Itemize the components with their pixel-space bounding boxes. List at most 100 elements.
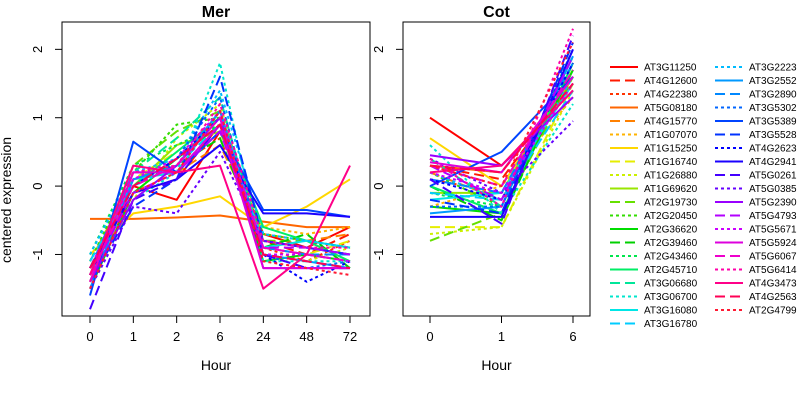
y-tick-label: 2 <box>371 46 386 53</box>
legend-label: AT4G2623 <box>749 144 797 155</box>
legend-item-at4g3473: AT4G3473 <box>715 279 797 290</box>
legend-label: AT3G06680 <box>644 279 698 290</box>
legend-label: AT3G5528 <box>749 130 797 141</box>
legend-item-at3g2552: AT3G2552 <box>715 76 797 87</box>
legend-item-at3g06680: AT3G06680 <box>610 279 698 290</box>
legend-item-at2g20450: AT2G20450 <box>610 211 698 222</box>
legend-label: AT2G36620 <box>644 225 698 236</box>
series-line-cot-at3g5389 <box>429 76 574 188</box>
legend-label: AT1G16740 <box>644 157 698 168</box>
y-tick-label: 0 <box>371 182 386 189</box>
legend-item-at2g45710: AT2G45710 <box>610 265 698 276</box>
legend-label: AT5G4793 <box>749 211 797 222</box>
series-line-cot-at4g2563 <box>429 82 574 174</box>
x-tick-label: 6 <box>569 329 576 344</box>
legend-item-at5g5671: AT5G5671 <box>715 225 797 236</box>
legend-item-at1g15250: AT1G15250 <box>610 144 698 155</box>
legend-item-at2g36620: AT2G36620 <box>610 225 698 236</box>
y-axis-label: centered expression <box>0 137 14 263</box>
legend-label: AT3G11250 <box>644 63 697 74</box>
series-line-cot-at5g5671 <box>429 82 574 194</box>
legend-label: AT3G5302 <box>749 103 797 114</box>
panel-cot: Cot 0 1 6 Hour -1 0 1 2 <box>371 4 591 373</box>
series-line-cot-at5g6414 <box>429 28 574 208</box>
legend-label: AT4G2941 <box>749 157 797 168</box>
legend-label: AT1G07070 <box>644 130 698 141</box>
legend-item-at3g06700: AT3G06700 <box>610 292 698 303</box>
legend-label: AT5G5924 <box>749 238 797 249</box>
legend-label: AT2G43460 <box>644 252 698 263</box>
legend-label: AT3G16080 <box>644 306 698 317</box>
series-line-mer-at2g4799 <box>89 109 351 290</box>
series-line-cot-at1g26880 <box>429 89 574 235</box>
legend-item-at2g19730: AT2G19730 <box>610 198 698 209</box>
legend-label: AT5G6067 <box>749 252 797 263</box>
y-tick-label: 2 <box>30 46 45 53</box>
y-tick-label: 1 <box>30 114 45 121</box>
y-tick-label: 0 <box>30 182 45 189</box>
x-tick-label: 1 <box>498 329 505 344</box>
legend-label: AT5G6414 <box>749 265 797 276</box>
legend-item-at2g4799: AT2G4799 <box>715 306 797 317</box>
legend-item-at5g08180: AT5G08180 <box>610 103 698 114</box>
series-line-cot-at3g2223 <box>429 76 574 201</box>
legend-item-at3g2223: AT3G2223 <box>715 63 797 74</box>
legend-label: AT2G4799 <box>749 306 797 317</box>
series-line-mer-at3g5528 <box>89 75 351 283</box>
legend-item-at5g5924: AT5G5924 <box>715 238 797 249</box>
legend-label: AT4G2563 <box>749 292 797 303</box>
legend-label: AT4G3473 <box>749 279 797 290</box>
legend-item-at4g15770: AT4G15770 <box>610 117 698 128</box>
x-tick-label: 48 <box>299 329 313 344</box>
chart-title-mer: Mer <box>202 4 230 21</box>
legend-item-at3g5302: AT3G5302 <box>715 103 797 114</box>
legend-item-at4g22380: AT4G22380 <box>610 90 698 101</box>
plot-frame-mer <box>61 21 371 317</box>
legend-item-at1g69620: AT1G69620 <box>610 184 698 195</box>
legend-label: AT5G0385 <box>749 184 797 195</box>
legend-item-at4g2623: AT4G2623 <box>715 144 797 155</box>
legend-item-at3g5528: AT3G5528 <box>715 130 797 141</box>
y-tick-label: 1 <box>371 114 386 121</box>
x-tick-label: 24 <box>256 329 270 344</box>
legend-label: AT1G15250 <box>644 144 698 155</box>
x-tick-label: 0 <box>426 329 433 344</box>
legend-item-at3g11250: AT3G11250 <box>610 63 697 74</box>
series-line-cot-at2g39460 <box>429 62 574 222</box>
legend-item-at4g2941: AT4G2941 <box>715 157 797 168</box>
legend-label: AT3G2223 <box>749 63 797 74</box>
series-line-cot-at2g4799 <box>429 42 574 188</box>
x-axis-label-mer: Hour <box>201 357 232 373</box>
legend-label: AT3G06700 <box>644 292 698 303</box>
series-line-mer-at1g15250 <box>89 178 351 256</box>
series-line-cot-at5g0261 <box>429 35 574 225</box>
plot-frame-cot <box>402 21 591 317</box>
chart-title-cot: Cot <box>483 4 510 21</box>
panel-mer: Mer 0 1 2 6 24 48 72 Hour -1 0 1 2 <box>30 4 371 373</box>
legend-label: AT3G2552 <box>749 76 797 87</box>
series-line-cot-at1g16740 <box>430 83 574 229</box>
x-tick-label: 6 <box>216 329 223 344</box>
series-line-mer-at5g4793 <box>89 130 351 276</box>
legend-item-at1g07070: AT1G07070 <box>610 130 698 141</box>
series-line-cot-at3g16780 <box>429 89 574 201</box>
series-line-cot-at5g4793 <box>429 55 574 201</box>
legend-item-at2g39460: AT2G39460 <box>610 238 698 249</box>
legend-label: AT3G16780 <box>644 319 698 330</box>
legend-item-at3g16080: AT3G16080 <box>610 306 698 317</box>
x-axis-label-cot: Hour <box>481 357 512 373</box>
series-line-mer-at4g3473 <box>89 164 351 290</box>
legend-label: AT3G2890 <box>749 90 797 101</box>
legend-label: AT1G69620 <box>644 184 698 195</box>
legend-label: AT5G08180 <box>644 103 698 114</box>
legend-label: AT5G2390 <box>749 198 797 209</box>
legend-label: AT4G22380 <box>644 90 698 101</box>
x-tick-label: 1 <box>130 329 137 344</box>
x-tick-label: 0 <box>86 329 93 344</box>
legend-label: AT2G39460 <box>644 238 698 249</box>
legend-item-at5g4793: AT5G4793 <box>715 211 797 222</box>
legend-item-at5g0385: AT5G0385 <box>715 184 797 195</box>
legend-label: AT4G12600 <box>644 76 698 87</box>
legend-label: AT2G20450 <box>644 211 698 222</box>
